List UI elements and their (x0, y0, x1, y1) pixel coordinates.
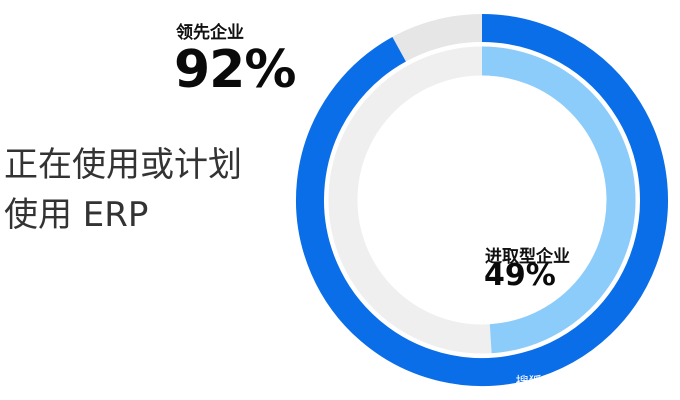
inner-ring-arc-aggressive (481, 46, 636, 354)
headline-line1: 正在使用或计划 (4, 145, 242, 185)
headline-line2: 使用 ERP (4, 195, 149, 235)
leading-series-value: 92% (174, 40, 296, 100)
aggressive-series-value: 49% (484, 258, 556, 293)
leading-series-label: 领先企业 (176, 23, 244, 43)
aggressive-series-label: 进取型企业 (485, 247, 570, 267)
watermark: 搜狐号@AcloudearSAP (515, 375, 658, 390)
outer-ring-arc-leading (296, 14, 668, 386)
